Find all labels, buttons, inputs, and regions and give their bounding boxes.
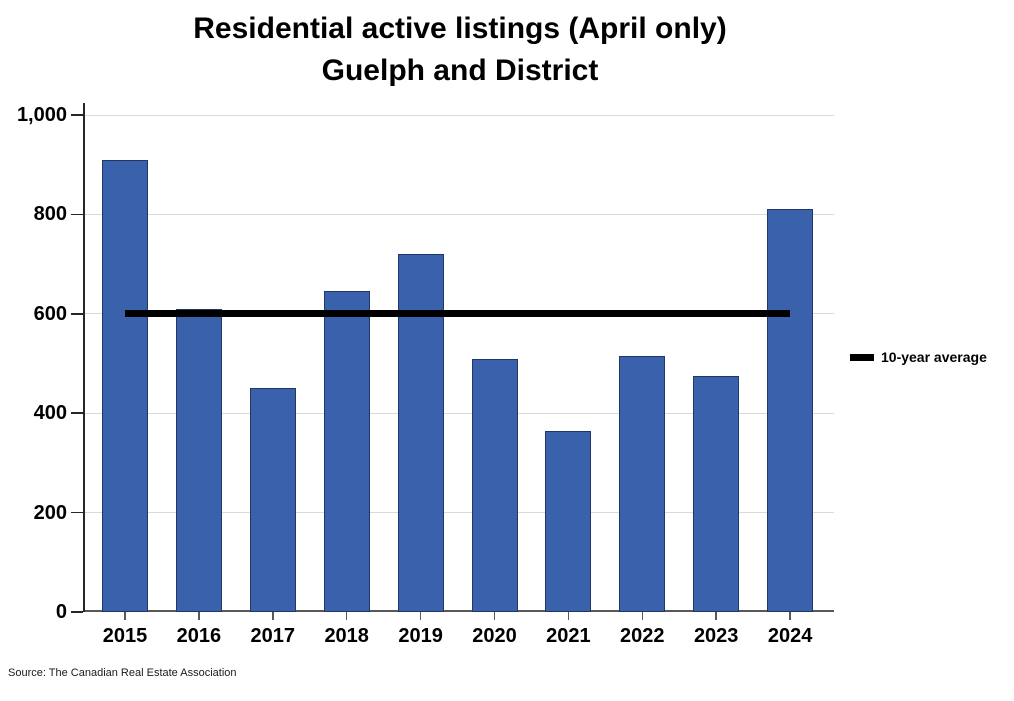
x-tick-2015 [124, 612, 126, 620]
x-tick-2020 [493, 612, 496, 620]
x-axis-label-2019: 2019 [398, 625, 443, 647]
gridline-200 [83, 512, 834, 514]
x-axis-line [83, 610, 834, 612]
bar-2019 [397, 254, 444, 612]
gridline-400 [83, 412, 834, 414]
legend-label: 10-year average [881, 349, 987, 365]
y-axis-label-800: 800 [33, 203, 67, 226]
x-tick-2021 [567, 612, 570, 620]
bar-2020 [471, 358, 518, 612]
x-axis-label-2015: 2015 [102, 625, 148, 647]
plot-area: 0 200 400 600 800 1,000 2015 2016 2017 2018 2019 20… [17, 103, 834, 647]
x-tick-2023 [715, 612, 717, 620]
average-line [125, 310, 791, 318]
x-tick-2017 [272, 612, 274, 620]
x-axis-label-2016: 2016 [176, 625, 222, 647]
y-tick-400 [71, 412, 83, 414]
gridline-800 [83, 213, 834, 215]
y-axis-line [83, 103, 85, 612]
legend-line-swatch [850, 353, 874, 361]
y-tick-1000 [71, 114, 83, 116]
y-axis-label-0: 0 [55, 601, 67, 623]
y-axis-label-200: 200 [33, 501, 67, 524]
bar-2016 [175, 308, 222, 612]
y-axis-label-1000: 1,000 [16, 104, 67, 126]
gridline-1000 [83, 114, 834, 116]
y-tick-600 [71, 313, 83, 315]
bar-2022 [619, 356, 666, 612]
x-axis-label-2020: 2020 [472, 625, 517, 647]
x-tick-2022 [641, 612, 644, 620]
y-tick-200 [71, 511, 83, 514]
bar-2024 [767, 209, 814, 612]
legend: 10-year average [850, 347, 987, 367]
x-axis-label-2022: 2022 [620, 625, 665, 647]
x-tick-2019 [419, 612, 422, 620]
x-axis-label-2021: 2021 [546, 625, 591, 647]
bar-2017 [249, 388, 296, 612]
x-axis-label-2018: 2018 [324, 625, 369, 647]
x-tick-2016 [198, 612, 200, 620]
x-axis-label-2024: 2024 [767, 625, 813, 647]
x-tick-2018 [345, 612, 348, 620]
x-axis-label-2023: 2023 [693, 625, 739, 647]
chart-title-line1: Residential active listings (April only) [193, 12, 727, 45]
bar-2015 [102, 159, 148, 612]
source-note: Source: The Canadian Real Estate Associa… [8, 667, 237, 679]
y-axis-label-400: 400 [33, 402, 67, 425]
bar-2023 [693, 375, 740, 612]
y-tick-800 [71, 213, 83, 216]
y-tick-0 [71, 611, 83, 613]
chart-title: Residential active listings (April only)… [0, 8, 920, 92]
bar-2021 [545, 430, 592, 612]
x-axis-label-2017: 2017 [250, 625, 296, 647]
chart-title-line2: Guelph and District [321, 54, 599, 87]
y-axis-label-600: 600 [33, 302, 67, 325]
bar-2018 [323, 291, 370, 612]
x-tick-2024 [789, 612, 791, 620]
